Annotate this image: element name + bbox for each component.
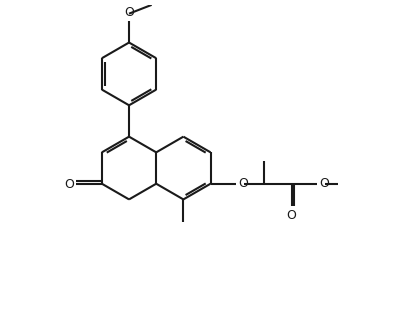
Text: O: O <box>319 177 329 190</box>
Text: O: O <box>238 177 248 190</box>
Text: O: O <box>64 178 74 191</box>
Text: O: O <box>124 6 134 19</box>
Text: O: O <box>286 209 296 222</box>
